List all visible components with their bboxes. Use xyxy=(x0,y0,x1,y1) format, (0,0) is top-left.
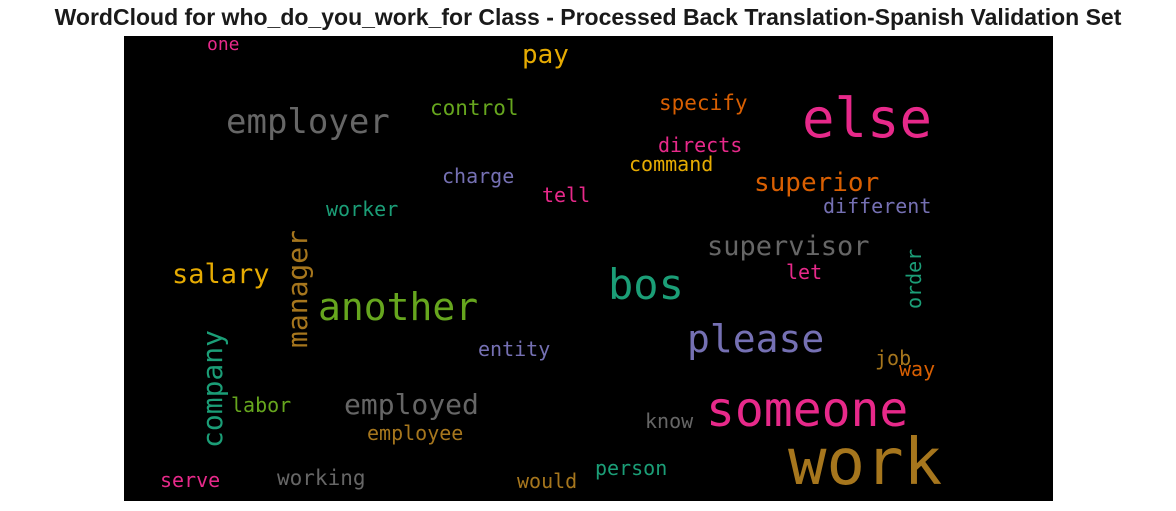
word-work: work xyxy=(788,426,943,500)
word-tell: tell xyxy=(542,183,591,207)
word-job: job xyxy=(875,346,912,370)
word-would: would xyxy=(517,469,578,493)
word-someone: someone xyxy=(706,382,909,438)
word-superior: superior xyxy=(754,168,880,198)
word-directs: directs xyxy=(658,133,743,157)
word-labor: labor xyxy=(231,393,292,417)
word-know: know xyxy=(645,409,694,433)
word-supervisor: supervisor xyxy=(707,231,870,262)
word-order: order xyxy=(902,248,926,309)
word-entity: entity xyxy=(478,337,551,361)
word-way: way xyxy=(899,357,936,381)
word-salary: salary xyxy=(172,259,270,290)
word-cloud: work else someone bos another please employer e… xyxy=(124,36,1053,501)
word-control: control xyxy=(430,96,519,120)
word-worker: worker xyxy=(326,197,399,221)
word-pay: pay xyxy=(522,40,569,70)
word-employer: employer xyxy=(226,102,390,142)
word-person: person xyxy=(595,456,668,480)
word-command: command xyxy=(629,152,714,176)
word-manager: manager xyxy=(281,229,314,348)
word-serve: serve xyxy=(160,468,221,492)
word-else: else xyxy=(802,87,933,150)
word-another: another xyxy=(318,285,479,329)
word-employed: employed xyxy=(344,388,479,421)
chart-title: WordCloud for who_do_you_work_for Class … xyxy=(54,4,1122,30)
word-company: company xyxy=(196,329,229,448)
word-working: working xyxy=(277,466,366,490)
word-bos: bos xyxy=(608,260,684,309)
word-let: let xyxy=(786,260,823,284)
word-charge: charge xyxy=(442,164,515,188)
word-one: one xyxy=(207,36,240,55)
word-please: please xyxy=(687,317,825,361)
word-employee: employee xyxy=(367,421,464,445)
word-specify: specify xyxy=(659,91,748,115)
word-different: different xyxy=(823,194,932,218)
